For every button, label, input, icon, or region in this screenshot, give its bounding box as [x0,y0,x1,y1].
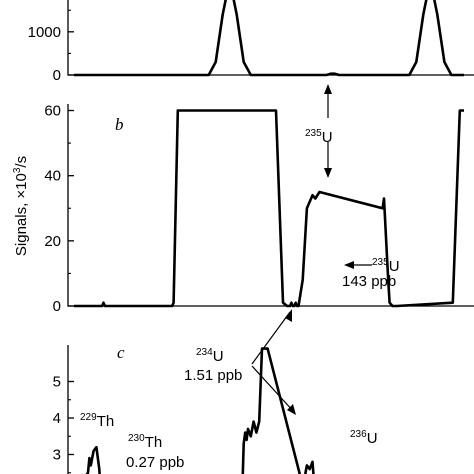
th230-element: Th [145,434,163,451]
u235-b-arrowhead-icon [344,261,354,269]
u234-concentration: 1.51 ppb [184,367,242,384]
panel-c-letter: c [117,343,125,362]
u234-arrowhead-b-icon [285,309,292,322]
panel-b-tick-label-3: 60 [44,103,61,120]
u234-annotation: 234U 1.51 ppb [184,309,296,415]
panel-c: 3 4 5 c [53,343,315,474]
th230-mass: 230 [128,433,145,444]
panel-c-y-ticks: 3 4 5 [53,374,74,474]
u234-element: U [213,348,224,365]
u235-b-annotation: 235U 143 ppb [342,257,400,290]
panel-a-tick-label-1: 1000 [28,24,61,41]
u236-element: U [367,430,378,447]
u234-label: 234U [196,347,224,365]
panel-a-y-ticks: 0 1000 [28,9,74,84]
u236-label: 236U [350,429,378,447]
th229-mass: 229 [80,412,97,423]
u235-top-element: U [322,129,333,146]
y-axis-label-prefix: Signals, ×10 [13,173,30,256]
th230-label: 230Th [128,433,162,451]
panel-b-tick-label-2: 40 [44,168,61,185]
th230-concentration: 0.27 ppb [126,454,184,471]
u236-mass: 236 [350,429,367,440]
u235-b-label: 235U [372,257,400,275]
u235-down-arrowhead-icon [324,168,332,178]
panel-c-tick-label-1: 3 [53,447,61,464]
y-axis-label-suffix: /s [13,156,30,168]
y-axis-label-exponent: 3 [12,167,23,173]
panel-b-tick-label-1: 20 [44,233,61,250]
panel-b-y-ticks: 0 20 40 60 [44,103,74,315]
panel-b-letter: b [115,115,124,134]
u234-arrowhead-c-icon [287,404,296,415]
y-axis-label: Signals, ×103/s [12,156,30,256]
u235-b-concentration: 143 ppb [342,273,396,290]
u235-b-element: U [389,258,400,275]
u235-top-mass: 235 [305,128,322,139]
panel-b-axes [67,104,474,307]
panel-b-signal-trace [74,109,464,308]
th229-element: Th [97,413,115,430]
panel-a: 0 1000 [28,0,474,84]
th229-label: 229Th [80,412,114,430]
panel-a-axes [67,0,474,76]
panel-b: 0 20 40 60 b [44,103,474,315]
u235-top-label: 235U [305,128,333,146]
panel-a-tick-label-0: 0 [53,67,61,84]
panel-a-signal-trace [74,0,464,77]
u234-mass: 234 [196,347,213,358]
u235-up-arrowhead-icon [324,84,332,94]
panel-c-tick-label-2: 4 [53,410,61,427]
u234-arrow-to-b [251,311,291,365]
panel-b-tick-label-0: 0 [53,298,61,315]
u234-arrow-to-c [251,365,295,413]
u235-b-mass: 235 [372,257,389,268]
panel-c-tick-label-3: 5 [53,374,61,391]
u235-top-annotation: 235U [305,84,333,178]
panel-c-signal-trace [85,347,315,474]
